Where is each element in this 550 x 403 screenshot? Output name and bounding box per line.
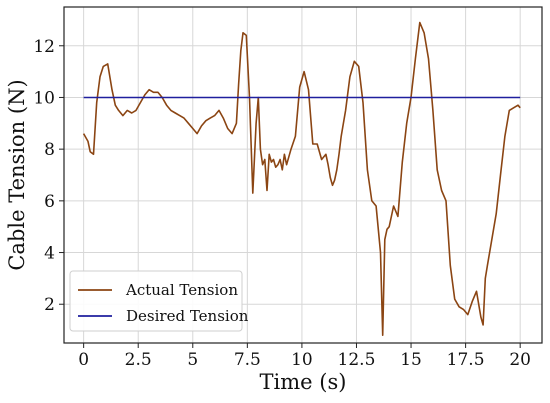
x-tick-label: 15: [400, 350, 422, 370]
x-tick-label: 12.5: [338, 350, 376, 370]
legend-label-actual: Actual Tension: [125, 281, 238, 299]
actual-tension-line: [82, 21, 521, 337]
y-tick-label: 2: [44, 295, 55, 315]
x-tick-label: 10: [291, 350, 313, 370]
y-tick-label: 4: [44, 244, 55, 264]
x-tick-label: 17.5: [447, 350, 485, 370]
y-tick-label: 6: [44, 192, 55, 212]
y-ticks: 2 4 6 8 10 12: [33, 37, 64, 315]
x-tick-label: 0: [78, 350, 89, 370]
x-axis-label: Time (s): [260, 370, 347, 394]
legend-label-desired: Desired Tension: [126, 307, 249, 325]
y-tick-label: 12: [33, 37, 55, 57]
plot-lines: [82, 21, 521, 337]
y-tick-label: 10: [33, 88, 55, 108]
y-tick-label: 8: [44, 140, 55, 160]
legend-box: [69, 270, 243, 332]
x-tick-label: 2.5: [125, 350, 152, 370]
plot-frame: [63, 6, 543, 344]
x-tick-label: 20: [509, 350, 531, 370]
x-tick-label: 7.5: [234, 350, 261, 370]
x-tick-label: 5: [187, 350, 198, 370]
legend: Actual Tension Desired Tension: [69, 270, 249, 332]
y-axis-label: Cable Tension (N): [5, 79, 29, 270]
x-ticks: 0 2.5 5 7.5 10 12.5 15 17.5 20: [78, 343, 531, 370]
